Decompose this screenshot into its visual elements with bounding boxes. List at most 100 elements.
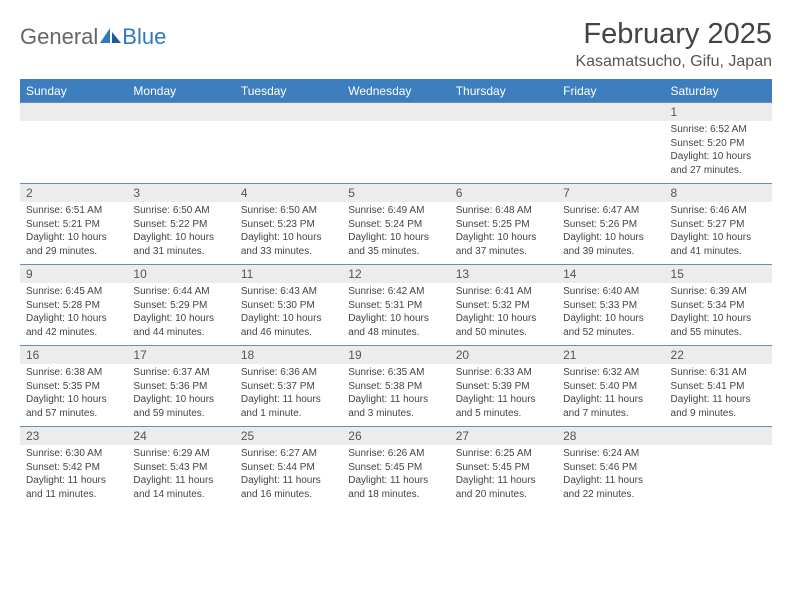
sunset-text: Sunset: 5:28 PM bbox=[26, 299, 121, 313]
day-details: Sunrise: 6:26 AMSunset: 5:45 PMDaylight:… bbox=[342, 445, 449, 507]
daylight-text: Daylight: 10 hours and 55 minutes. bbox=[671, 312, 766, 339]
daylight-text: Daylight: 11 hours and 16 minutes. bbox=[241, 474, 336, 501]
sunset-text: Sunset: 5:23 PM bbox=[241, 218, 336, 232]
day-number: 13 bbox=[450, 265, 557, 283]
day-number: 28 bbox=[557, 427, 664, 445]
calendar-cell: 7Sunrise: 6:47 AMSunset: 5:26 PMDaylight… bbox=[557, 184, 664, 265]
day-details: Sunrise: 6:52 AMSunset: 5:20 PMDaylight:… bbox=[665, 121, 772, 183]
sunset-text: Sunset: 5:34 PM bbox=[671, 299, 766, 313]
day-number: 11 bbox=[235, 265, 342, 283]
dow-sunday: Sunday bbox=[20, 80, 127, 103]
daylight-text: Daylight: 10 hours and 44 minutes. bbox=[133, 312, 228, 339]
sunset-text: Sunset: 5:35 PM bbox=[26, 380, 121, 394]
dow-saturday: Saturday bbox=[665, 80, 772, 103]
calendar-week-row: 1Sunrise: 6:52 AMSunset: 5:20 PMDaylight… bbox=[20, 103, 772, 184]
day-details: Sunrise: 6:50 AMSunset: 5:23 PMDaylight:… bbox=[235, 202, 342, 264]
day-number: 25 bbox=[235, 427, 342, 445]
calendar-cell: 4Sunrise: 6:50 AMSunset: 5:23 PMDaylight… bbox=[235, 184, 342, 265]
sunset-text: Sunset: 5:36 PM bbox=[133, 380, 228, 394]
daylight-text: Daylight: 10 hours and 37 minutes. bbox=[456, 231, 551, 258]
day-details: Sunrise: 6:35 AMSunset: 5:38 PMDaylight:… bbox=[342, 364, 449, 426]
day-number: 21 bbox=[557, 346, 664, 364]
daylight-text: Daylight: 11 hours and 1 minute. bbox=[241, 393, 336, 420]
calendar-week-row: 23Sunrise: 6:30 AMSunset: 5:42 PMDayligh… bbox=[20, 427, 772, 508]
day-number: 7 bbox=[557, 184, 664, 202]
sunset-text: Sunset: 5:38 PM bbox=[348, 380, 443, 394]
day-number bbox=[342, 103, 449, 121]
sunrise-text: Sunrise: 6:35 AM bbox=[348, 366, 443, 380]
day-details: Sunrise: 6:29 AMSunset: 5:43 PMDaylight:… bbox=[127, 445, 234, 507]
calendar-cell: 19Sunrise: 6:35 AMSunset: 5:38 PMDayligh… bbox=[342, 346, 449, 427]
day-details: Sunrise: 6:33 AMSunset: 5:39 PMDaylight:… bbox=[450, 364, 557, 426]
calendar-cell: 24Sunrise: 6:29 AMSunset: 5:43 PMDayligh… bbox=[127, 427, 234, 508]
sunset-text: Sunset: 5:42 PM bbox=[26, 461, 121, 475]
calendar-cell: 2Sunrise: 6:51 AMSunset: 5:21 PMDaylight… bbox=[20, 184, 127, 265]
daylight-text: Daylight: 11 hours and 11 minutes. bbox=[26, 474, 121, 501]
day-number: 17 bbox=[127, 346, 234, 364]
day-number: 20 bbox=[450, 346, 557, 364]
calendar-cell: 1Sunrise: 6:52 AMSunset: 5:20 PMDaylight… bbox=[665, 103, 772, 184]
calendar-cell: 10Sunrise: 6:44 AMSunset: 5:29 PMDayligh… bbox=[127, 265, 234, 346]
day-details: Sunrise: 6:40 AMSunset: 5:33 PMDaylight:… bbox=[557, 283, 664, 345]
sunrise-text: Sunrise: 6:48 AM bbox=[456, 204, 551, 218]
calendar-cell bbox=[342, 103, 449, 184]
day-details: Sunrise: 6:38 AMSunset: 5:35 PMDaylight:… bbox=[20, 364, 127, 426]
day-details: Sunrise: 6:45 AMSunset: 5:28 PMDaylight:… bbox=[20, 283, 127, 345]
sunrise-text: Sunrise: 6:27 AM bbox=[241, 447, 336, 461]
sunset-text: Sunset: 5:45 PM bbox=[456, 461, 551, 475]
calendar-table: Sunday Monday Tuesday Wednesday Thursday… bbox=[20, 79, 772, 507]
day-details: Sunrise: 6:25 AMSunset: 5:45 PMDaylight:… bbox=[450, 445, 557, 507]
sunrise-text: Sunrise: 6:37 AM bbox=[133, 366, 228, 380]
calendar-cell: 23Sunrise: 6:30 AMSunset: 5:42 PMDayligh… bbox=[20, 427, 127, 508]
sunrise-text: Sunrise: 6:33 AM bbox=[456, 366, 551, 380]
day-number bbox=[450, 103, 557, 121]
daylight-text: Daylight: 10 hours and 29 minutes. bbox=[26, 231, 121, 258]
brand-text-2: Blue bbox=[122, 24, 166, 50]
daylight-text: Daylight: 11 hours and 22 minutes. bbox=[563, 474, 658, 501]
daylight-text: Daylight: 10 hours and 41 minutes. bbox=[671, 231, 766, 258]
sunrise-text: Sunrise: 6:43 AM bbox=[241, 285, 336, 299]
daylight-text: Daylight: 11 hours and 14 minutes. bbox=[133, 474, 228, 501]
daylight-text: Daylight: 11 hours and 20 minutes. bbox=[456, 474, 551, 501]
sunrise-text: Sunrise: 6:39 AM bbox=[671, 285, 766, 299]
calendar-cell: 8Sunrise: 6:46 AMSunset: 5:27 PMDaylight… bbox=[665, 184, 772, 265]
calendar-cell: 3Sunrise: 6:50 AMSunset: 5:22 PMDaylight… bbox=[127, 184, 234, 265]
daylight-text: Daylight: 10 hours and 39 minutes. bbox=[563, 231, 658, 258]
sunset-text: Sunset: 5:24 PM bbox=[348, 218, 443, 232]
sunset-text: Sunset: 5:43 PM bbox=[133, 461, 228, 475]
sunrise-text: Sunrise: 6:30 AM bbox=[26, 447, 121, 461]
day-number: 4 bbox=[235, 184, 342, 202]
day-number bbox=[665, 427, 772, 445]
sunset-text: Sunset: 5:29 PM bbox=[133, 299, 228, 313]
sunrise-text: Sunrise: 6:25 AM bbox=[456, 447, 551, 461]
day-number bbox=[557, 103, 664, 121]
calendar-cell: 27Sunrise: 6:25 AMSunset: 5:45 PMDayligh… bbox=[450, 427, 557, 508]
calendar-page: General Blue February 2025 Kasamatsucho,… bbox=[0, 0, 792, 525]
day-details: Sunrise: 6:43 AMSunset: 5:30 PMDaylight:… bbox=[235, 283, 342, 345]
day-number: 19 bbox=[342, 346, 449, 364]
day-number: 12 bbox=[342, 265, 449, 283]
day-details bbox=[665, 445, 772, 501]
day-details: Sunrise: 6:37 AMSunset: 5:36 PMDaylight:… bbox=[127, 364, 234, 426]
calendar-cell: 28Sunrise: 6:24 AMSunset: 5:46 PMDayligh… bbox=[557, 427, 664, 508]
daylight-text: Daylight: 10 hours and 33 minutes. bbox=[241, 231, 336, 258]
day-number: 10 bbox=[127, 265, 234, 283]
calendar-cell bbox=[127, 103, 234, 184]
day-details: Sunrise: 6:24 AMSunset: 5:46 PMDaylight:… bbox=[557, 445, 664, 507]
day-details: Sunrise: 6:48 AMSunset: 5:25 PMDaylight:… bbox=[450, 202, 557, 264]
day-number bbox=[127, 103, 234, 121]
sunrise-text: Sunrise: 6:46 AM bbox=[671, 204, 766, 218]
sunset-text: Sunset: 5:21 PM bbox=[26, 218, 121, 232]
day-number: 2 bbox=[20, 184, 127, 202]
calendar-cell: 17Sunrise: 6:37 AMSunset: 5:36 PMDayligh… bbox=[127, 346, 234, 427]
calendar-cell: 13Sunrise: 6:41 AMSunset: 5:32 PMDayligh… bbox=[450, 265, 557, 346]
day-number: 26 bbox=[342, 427, 449, 445]
day-number: 8 bbox=[665, 184, 772, 202]
day-number bbox=[20, 103, 127, 121]
calendar-cell: 15Sunrise: 6:39 AMSunset: 5:34 PMDayligh… bbox=[665, 265, 772, 346]
sunrise-text: Sunrise: 6:26 AM bbox=[348, 447, 443, 461]
calendar-cell: 12Sunrise: 6:42 AMSunset: 5:31 PMDayligh… bbox=[342, 265, 449, 346]
calendar-cell bbox=[665, 427, 772, 508]
daylight-text: Daylight: 10 hours and 48 minutes. bbox=[348, 312, 443, 339]
sunrise-text: Sunrise: 6:36 AM bbox=[241, 366, 336, 380]
